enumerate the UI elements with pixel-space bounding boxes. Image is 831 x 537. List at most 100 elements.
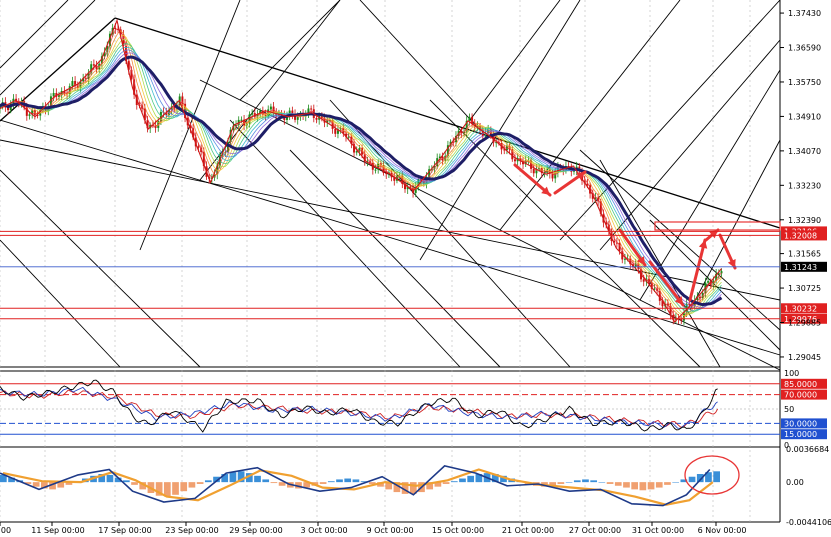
- candle-body: [122, 34, 125, 47]
- candle-body: [310, 108, 313, 110]
- histogram-bar: [565, 482, 573, 483]
- histogram-bar: [352, 479, 360, 483]
- histogram-bar: [598, 482, 606, 483]
- candle-body: [296, 116, 299, 120]
- trend-line: [429, 99, 701, 368]
- candle-body: [146, 120, 149, 129]
- candle-body: [202, 152, 205, 167]
- candle-body: [285, 116, 288, 120]
- histogram-bar: [639, 482, 647, 491]
- candle-body: [17, 101, 20, 103]
- oscillator-black-line: [0, 379, 718, 433]
- histogram-bar: [434, 482, 442, 487]
- candle-body: [401, 175, 404, 185]
- histogram-bar: [172, 482, 179, 495]
- histogram-bar: [385, 482, 393, 490]
- macd-panel: 0.0036684 0.00 -0.0044106: [0, 445, 831, 527]
- candle-body: [28, 114, 31, 116]
- trend-line: [689, 139, 781, 311]
- candle-body: [127, 61, 130, 70]
- candle-body: [103, 52, 106, 57]
- candle-body: [108, 33, 111, 46]
- candle-body: [82, 78, 85, 82]
- histogram-bar: [368, 482, 376, 484]
- histogram-bar: [327, 481, 335, 483]
- candle-body: [353, 143, 356, 153]
- trend-lines: [0, 0, 781, 371]
- arrow-head: [636, 256, 645, 265]
- candle-body: [546, 169, 549, 173]
- candle-body: [90, 64, 93, 73]
- candle-body: [476, 125, 479, 128]
- candle-body: [58, 95, 61, 97]
- trend-line: [359, 0, 481, 131]
- moving-average-line: [0, 28, 722, 320]
- candle-body: [320, 115, 323, 119]
- candle-body: [629, 258, 632, 265]
- candle-body: [248, 114, 251, 124]
- candle-body: [100, 56, 103, 64]
- candle-body: [181, 96, 184, 104]
- histogram-bar: [319, 482, 327, 484]
- candle-body: [666, 303, 669, 306]
- candle-body: [331, 120, 334, 129]
- trend-line: [0, 0, 96, 96]
- histogram-bar: [590, 480, 598, 483]
- trend-line: [559, 0, 781, 241]
- candle-body: [591, 193, 594, 199]
- candle-body: [661, 300, 664, 307]
- oscillator-level-tag: [781, 418, 827, 429]
- candle-body: [358, 148, 361, 152]
- candle-body: [535, 168, 538, 174]
- arrow-head: [541, 186, 550, 195]
- candle-body: [406, 186, 409, 190]
- histogram-bar: [500, 475, 507, 483]
- histogram-bar: [688, 476, 696, 483]
- candle-body: [422, 180, 425, 184]
- histogram-bar: [409, 482, 417, 494]
- candle-body: [414, 186, 417, 193]
- slow-moving-average-line: [0, 55, 723, 307]
- price-level-tag: [781, 303, 827, 314]
- macd-tick-label: 0.0036684: [786, 445, 829, 454]
- histogram-bar: [377, 482, 384, 487]
- histogram-bar: [213, 476, 220, 483]
- candle-body: [114, 28, 117, 30]
- candle-body: [374, 169, 377, 171]
- histogram-bar: [295, 482, 302, 489]
- trend-line: [114, 17, 781, 229]
- candle-body: [130, 69, 133, 80]
- candle-body: [194, 137, 197, 147]
- trend-line: [239, 0, 341, 101]
- histogram-bar: [680, 479, 688, 483]
- trend-line: [419, 0, 581, 261]
- candle-body: [382, 165, 385, 174]
- time-tick-label: 23 Sep 00:00: [165, 526, 218, 535]
- candle-body: [567, 166, 570, 168]
- time-tick-label: 9 Oct 00:00: [366, 526, 413, 535]
- macd-tick-label: -0.0044106: [786, 518, 831, 527]
- trend-line: [0, 0, 69, 69]
- price-level-label: 1.30232: [784, 304, 817, 313]
- histogram-bar: [475, 474, 483, 483]
- candle-body: [420, 178, 423, 181]
- candle-body: [707, 281, 710, 283]
- candle-body: [586, 183, 589, 186]
- time-tick-label: 27 Oct 00:00: [569, 526, 621, 535]
- histogram-bar: [106, 474, 114, 483]
- histogram-bar: [336, 479, 343, 483]
- candle-body: [452, 141, 455, 143]
- candle-body: [672, 314, 675, 320]
- candle-body: [712, 280, 715, 285]
- histogram-bar: [131, 482, 138, 485]
- histogram-bar: [57, 482, 65, 488]
- histogram-bar: [655, 482, 663, 488]
- time-tick-label: 21 Oct 00:00: [502, 526, 554, 535]
- candle-body: [280, 113, 283, 116]
- histogram-bar: [0, 474, 7, 483]
- histogram-bar: [450, 481, 458, 483]
- time-tick-label: 15 Oct 00:00: [432, 526, 484, 535]
- price-tick-label: 1.30725: [788, 284, 821, 293]
- trend-line: [499, 0, 681, 231]
- candle-body: [49, 96, 52, 107]
